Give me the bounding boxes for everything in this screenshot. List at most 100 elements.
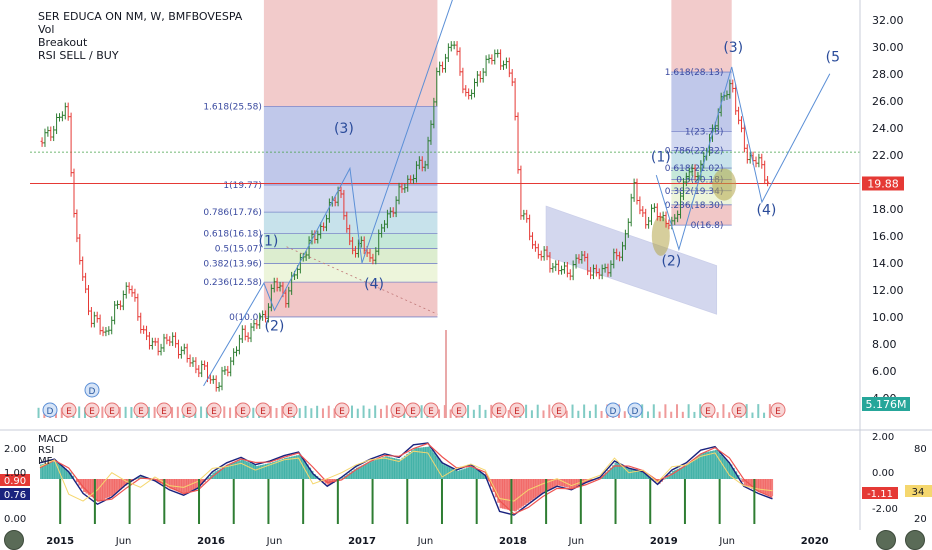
volume-readout: 5.176M xyxy=(866,398,907,411)
indicator-left-tick: 2.00 xyxy=(4,444,26,455)
macd-histogram-bar xyxy=(664,477,668,479)
earnings-marker xyxy=(206,402,222,418)
earnings-marker xyxy=(235,402,251,418)
macd-histogram-bar xyxy=(686,464,690,479)
macd-histogram-bar xyxy=(770,479,774,497)
elliott-waves: (1) (2) (3) (4) (1) (2) (3) (4) (5 xyxy=(203,0,840,387)
fib-right-zone-0 xyxy=(671,131,732,151)
macd-histogram-bar xyxy=(607,470,611,479)
fib-left-zone-5 xyxy=(263,282,438,317)
macd-histogram-bar xyxy=(90,479,94,497)
macd-histogram-bar xyxy=(181,479,185,493)
legend-symbol[interactable]: SER EDUCA ON NM, W, BMFBOVESPA xyxy=(38,10,243,23)
macd-histogram-bar xyxy=(107,479,111,498)
macd-histogram-bar xyxy=(195,479,199,489)
macd-histogram-bar xyxy=(265,463,269,479)
macd-histogram-bar xyxy=(42,463,46,479)
macd-histogram-bar xyxy=(676,468,680,479)
volume-bar xyxy=(200,406,203,418)
macd-histogram-bar xyxy=(61,466,65,479)
wave-path-1 xyxy=(203,0,453,387)
legend-breakout[interactable]: Breakout xyxy=(38,36,88,49)
macd-histogram-bar xyxy=(521,479,525,507)
toolbar-right-button-2[interactable] xyxy=(905,530,925,550)
time-tick-label: Jun xyxy=(417,536,434,547)
time-tick-label: 2019 xyxy=(650,536,678,547)
grid-lines xyxy=(30,151,860,315)
macd-histogram-bar xyxy=(171,479,175,490)
macd-histogram-bar xyxy=(406,453,410,479)
legend-rsi-signal[interactable]: RSI SELL / BUY xyxy=(38,49,119,62)
fib-left-label: 0.382(13.96) xyxy=(203,259,262,269)
macd-histogram-bar xyxy=(193,479,197,490)
fib-left-zone-1 xyxy=(263,212,438,234)
macd-histogram-bar xyxy=(506,479,510,510)
macd-histogram-bar xyxy=(95,479,99,501)
macd-histogram-bar xyxy=(305,464,309,479)
macd-histogram-bar xyxy=(573,479,577,488)
event-marker-label: D xyxy=(47,407,54,417)
toolbar-left-button[interactable] xyxy=(4,530,24,550)
legend-volume[interactable]: Vol xyxy=(38,23,55,36)
fib-left-label: 0.5(15.07) xyxy=(215,244,262,254)
price-tick-label: 12.00 xyxy=(872,284,904,297)
macd-histogram-bar xyxy=(454,469,458,479)
macd-histogram-bar xyxy=(348,472,352,479)
macd-histogram-bar xyxy=(497,479,501,503)
macd-histogram-bar xyxy=(205,479,209,480)
fib-right-label: 0.618(21.02) xyxy=(665,164,724,174)
macd-histogram-bar xyxy=(253,464,257,479)
volume-bar xyxy=(281,405,284,418)
macd-histogram-bar xyxy=(387,456,391,479)
volume-bar xyxy=(745,404,748,418)
macd-histogram-bar xyxy=(80,479,84,489)
macd-histogram-bar xyxy=(547,479,551,490)
macd-histogram-bar xyxy=(765,479,769,495)
macd-histogram-bar xyxy=(451,468,455,479)
volume-bar xyxy=(722,404,725,418)
volume-bar xyxy=(362,405,365,418)
macd-histogram-bar xyxy=(518,479,522,509)
dividend-marker xyxy=(42,402,58,418)
macd-histogram-bar xyxy=(97,479,101,502)
volume-bar xyxy=(327,405,330,418)
volume-bar xyxy=(83,407,86,418)
volume-bar xyxy=(176,406,179,418)
macd-histogram-bar xyxy=(257,465,261,479)
macd-histogram-bar xyxy=(475,469,479,479)
macd-histogram-bar xyxy=(68,472,72,479)
fib-left-label: 1.618(25.58) xyxy=(203,102,262,112)
volume-bar xyxy=(467,404,470,418)
macd-histogram-bar xyxy=(669,473,673,479)
time-tick-label: 2016 xyxy=(197,536,225,547)
macd-histogram-bar xyxy=(726,461,730,479)
macd-histogram-bar xyxy=(40,464,43,479)
macd-histogram-bar xyxy=(291,456,295,479)
macd-histogram-bar xyxy=(561,479,565,487)
macd-histogram-bar xyxy=(360,465,364,479)
macd-histogram-bar xyxy=(461,469,465,479)
event-marker-label: E xyxy=(395,407,401,417)
earnings-marker xyxy=(390,402,406,418)
volume-bar xyxy=(252,407,255,418)
wave-label: (4) xyxy=(364,277,384,293)
fib-left-label: 0.786(17.76) xyxy=(203,208,262,218)
fib-left-zone-3 xyxy=(263,248,438,264)
legend-rsi[interactable]: RSI xyxy=(38,445,55,456)
volume-bar xyxy=(420,405,423,418)
macd-histogram-bar xyxy=(262,464,266,479)
event-marker-label: E xyxy=(161,407,167,417)
macd-histogram-bar xyxy=(463,468,467,479)
macd-histogram-bar xyxy=(636,470,640,479)
macd-histogram-bar xyxy=(358,466,362,479)
volume-bar xyxy=(205,407,208,418)
toolbar-right-button-1[interactable] xyxy=(876,530,896,550)
volume-bar xyxy=(571,404,574,418)
legend-mf[interactable]: MF xyxy=(38,456,53,467)
macd-histogram-bar xyxy=(703,452,707,479)
volume-bar xyxy=(310,408,313,418)
legend-macd[interactable]: MACD xyxy=(38,434,68,445)
macd-right-tick: -2.00 xyxy=(872,504,898,515)
macd-histogram-bar xyxy=(248,462,252,479)
